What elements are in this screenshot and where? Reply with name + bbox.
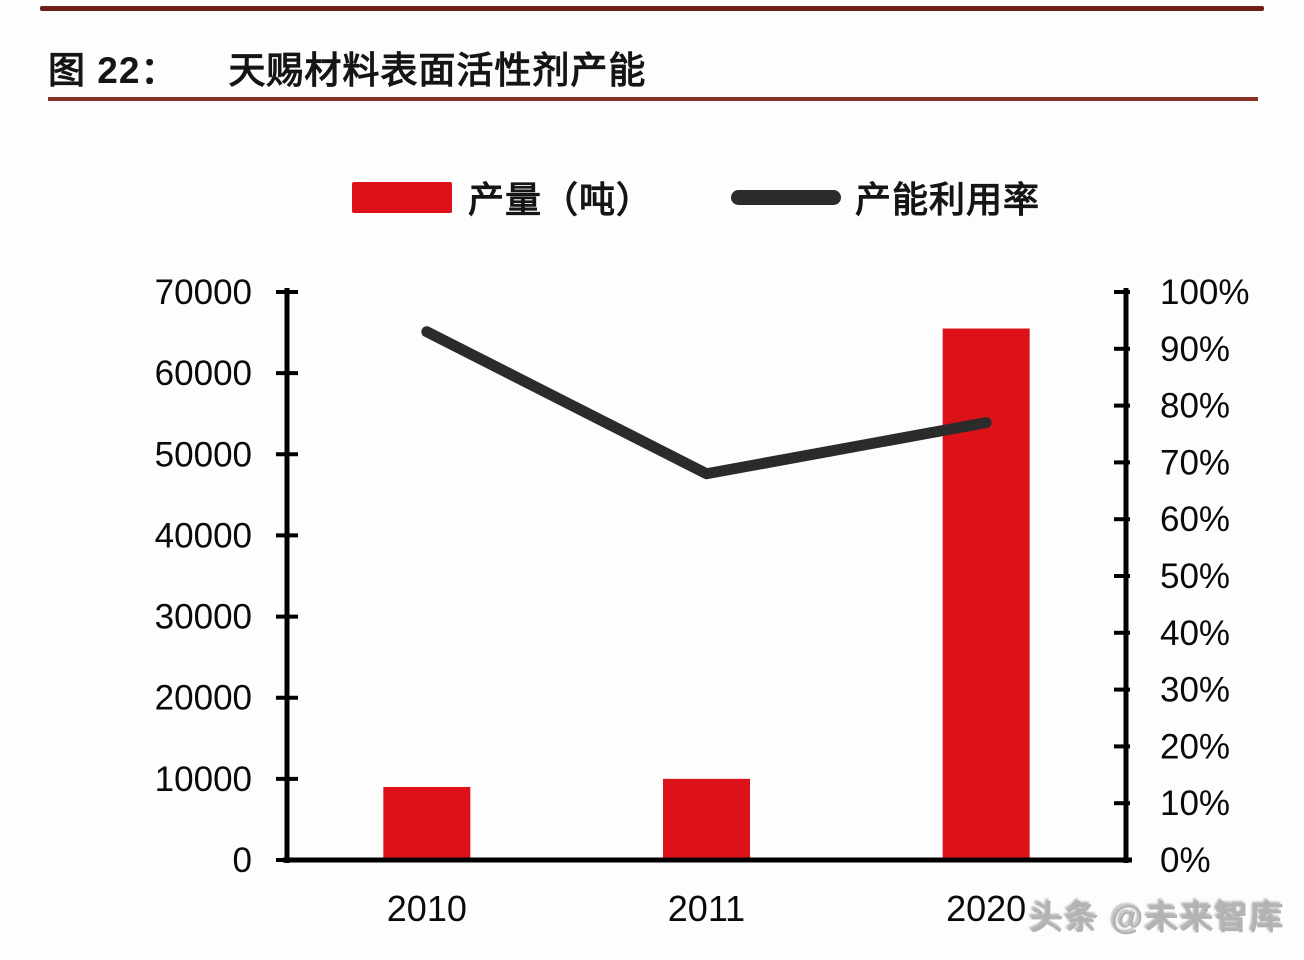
right-axis-tick-label: 80% xyxy=(1160,387,1230,426)
bar-2010 xyxy=(383,786,471,860)
legend-line-label: 产能利用率 xyxy=(855,179,1041,220)
right-axis-tick-label: 0% xyxy=(1160,841,1211,880)
bar-2020 xyxy=(942,328,1030,860)
title-underline xyxy=(48,97,1258,101)
legend-bar-swatch xyxy=(352,181,452,213)
figure-number-label: 图 22： xyxy=(48,50,179,91)
right-axis-tick-label: 10% xyxy=(1160,784,1230,823)
right-axis-tick-label: 50% xyxy=(1160,557,1230,596)
right-axis-tick-label: 90% xyxy=(1160,330,1230,369)
left-axis-tick-label: 50000 xyxy=(155,435,252,474)
right-axis-tick-label: 100% xyxy=(1160,273,1250,312)
top-rule xyxy=(40,6,1264,11)
right-axis-tick-label: 60% xyxy=(1160,500,1230,539)
left-axis-tick-label: 30000 xyxy=(155,598,252,637)
x-axis-category-label: 2010 xyxy=(387,888,467,929)
utilization-line-series xyxy=(421,326,992,480)
left-axis-tick-label: 20000 xyxy=(155,679,252,718)
right-axis-tick-label: 40% xyxy=(1160,614,1230,653)
left-axis-tick-label: 40000 xyxy=(155,516,252,555)
figure-title: 图 22： 天赐材料表面活性剂产能 xyxy=(48,40,646,94)
watermark: 头条 @未来智库 xyxy=(1030,899,1286,936)
figure-title-text: 天赐材料表面活性剂产能 xyxy=(228,50,647,91)
legend-line-swatch xyxy=(731,189,842,205)
left-axis-tick-label: 10000 xyxy=(155,760,252,799)
chart-legend: 产量（吨） 产能利用率 xyxy=(352,170,1040,224)
x-axis-category-label: 2020 xyxy=(946,888,1026,929)
right-axis-tick-label: 70% xyxy=(1160,443,1230,482)
bar-2011 xyxy=(663,778,750,860)
x-axis-category-label: 2011 xyxy=(668,888,745,929)
left-axis-tick-label: 70000 xyxy=(155,273,252,312)
left-axis-tick-label: 60000 xyxy=(155,354,252,393)
right-axis-tick-label: 20% xyxy=(1160,727,1230,766)
left-axis-tick-label: 0 xyxy=(233,841,252,880)
right-axis-tick-label: 30% xyxy=(1160,671,1230,710)
legend-bar-label: 产量（吨） xyxy=(468,179,654,220)
